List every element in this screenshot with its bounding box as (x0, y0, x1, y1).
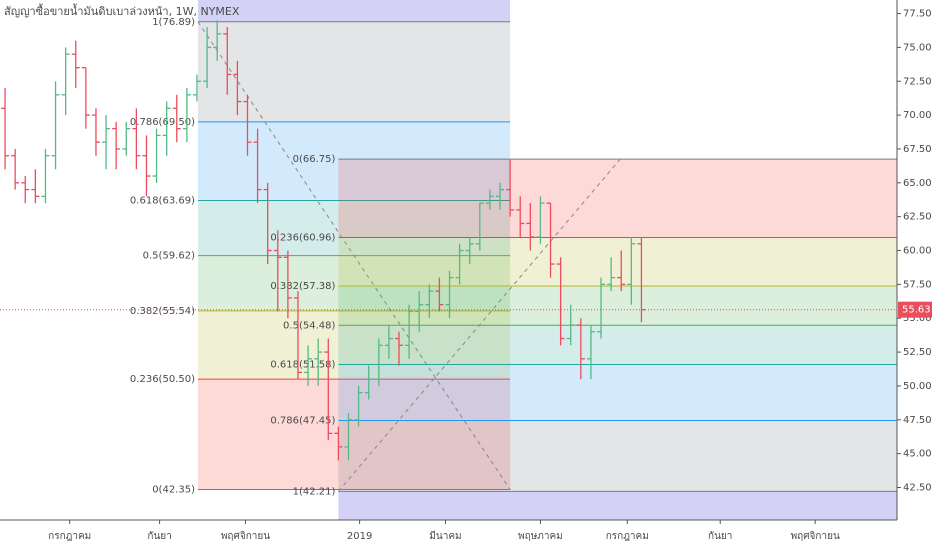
fib-level-label: 0.618(63.69) (130, 196, 195, 207)
fib-level-label: 0.786(47.45) (270, 415, 335, 426)
fib-level-label: 0.786(69.50) (130, 117, 195, 128)
fib-band (338, 325, 897, 365)
y-tick-label: 72.50 (903, 76, 932, 87)
fib-band (197, 200, 511, 256)
fib-level-label: 0(66.75) (293, 154, 336, 165)
y-tick-label: 57.50 (903, 279, 932, 290)
fib-extension (338, 491, 897, 520)
x-tick-label: พฤศจิกายน (791, 531, 840, 542)
fib-trend-line (197, 21, 511, 490)
fib-extension (197, 0, 511, 22)
y-tick-label: 45.00 (903, 449, 932, 460)
fib-band (197, 379, 511, 490)
x-tick-label: กันยา (708, 531, 732, 542)
fib-band (197, 21, 511, 122)
fib-band (338, 237, 897, 286)
fib-band (338, 159, 897, 238)
y-tick-label: 67.50 (903, 144, 932, 155)
x-tick-label: กรกฎาคม (48, 531, 91, 542)
fib-level-label: 0.5(54.48) (283, 320, 335, 331)
chart-title: สัญญาซื้อขายน้ำมันดิบเบาล่วงหน้า, 1W, NY… (4, 3, 240, 18)
y-tick-label: 55.00 (903, 313, 932, 324)
fib-band (197, 255, 511, 311)
fib-level-label: 1(76.89) (152, 17, 195, 28)
fib-band (197, 310, 511, 380)
y-tick-label: 62.50 (903, 212, 932, 223)
fib-trend-line (338, 158, 621, 492)
fib-level-label: 1(42.21) (293, 486, 336, 497)
x-tick-label: 2019 (347, 531, 372, 542)
fib-level-label: 0(42.35) (152, 485, 195, 496)
fib-level-label: 0.236(60.96) (270, 233, 335, 244)
fib-level-label: 0.382(57.38) (270, 281, 335, 292)
last-price-box (898, 301, 932, 318)
y-tick-label: 47.50 (903, 415, 932, 426)
x-tick-label: กรกฎาคม (606, 531, 649, 542)
x-tick-label: มีนาคม (429, 530, 461, 542)
x-tick-label: พฤษภาคม (518, 531, 563, 542)
fib-band (338, 420, 897, 492)
fib-level-label: 0.236(50.50) (130, 374, 195, 385)
last-price-label: 55.63 (902, 305, 931, 316)
fib-level-label: 0.618(51.58) (270, 360, 335, 371)
fib-band (338, 364, 897, 421)
x-tick-label: พฤศจิกายน (221, 531, 270, 542)
x-tick-label: กันยา (147, 531, 171, 542)
y-tick-label: 60.00 (903, 246, 932, 257)
y-tick-label: 65.00 (903, 178, 932, 189)
y-tick-label: 75.00 (903, 42, 932, 53)
y-tick-label: 52.50 (903, 347, 932, 358)
y-tick-label: 50.00 (903, 381, 932, 392)
fib-level-label: 0.382(55.54) (130, 306, 195, 317)
fib-level-label: 0.5(59.62) (143, 251, 195, 262)
y-tick-label: 77.50 (903, 9, 932, 20)
fib-band (197, 121, 511, 201)
fib-band (338, 286, 897, 326)
y-tick-label: 70.00 (903, 110, 932, 121)
y-tick-label: 42.50 (903, 483, 932, 494)
